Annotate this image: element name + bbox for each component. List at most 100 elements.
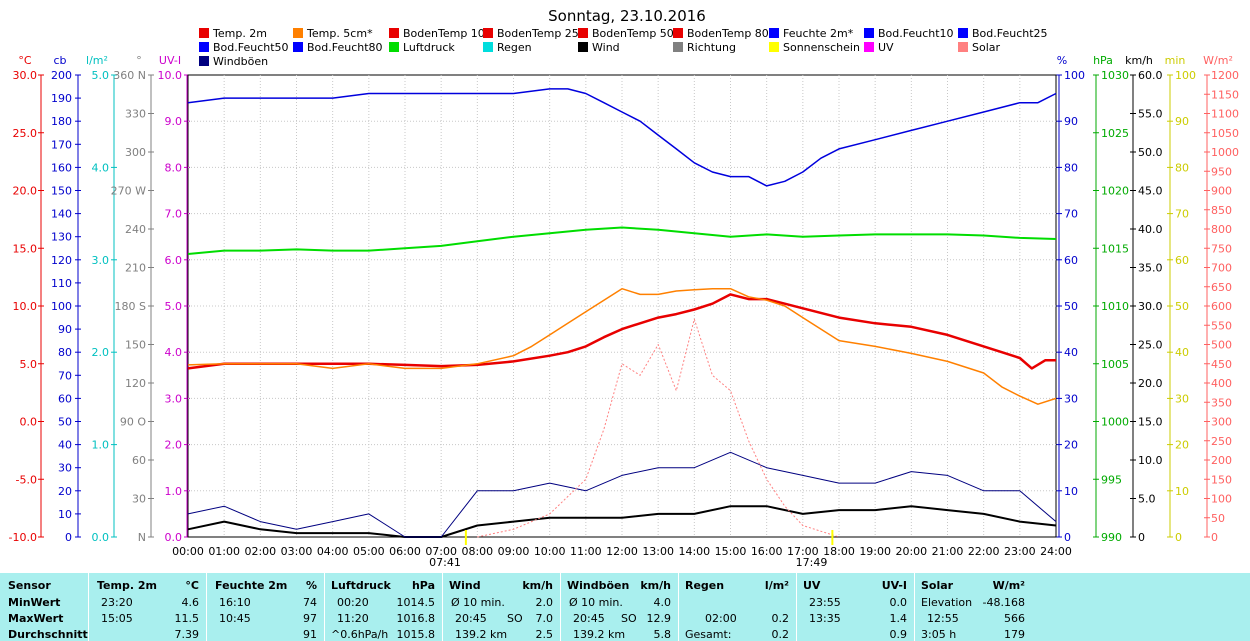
axis-tick-cb: 180 [51,115,72,128]
axis-tick-rain: 2.0 [92,346,110,359]
stats-max-time: 15:05 [101,612,133,625]
legend-swatch [199,56,209,66]
x-tick-label: 07:00 [425,545,457,558]
axis-tick-solar: 400 [1211,377,1232,390]
legend-label: Temp. 2m [212,27,267,40]
stats-col-wind: Wind km/h Ø 10 min. 2.0 20:45 SO 7.0 139… [442,573,561,641]
legend-label: BodenTemp 10 [403,27,485,40]
stats-col-regen: Regen l/m² 02:00 0.2 Gesamt: 0.2 [678,573,797,641]
axis-tick-sun: 40 [1175,346,1189,359]
axis-tick-dir: 180 S [115,300,146,313]
axis-tick-wind: 30.0 [1138,300,1163,313]
axis-tick-wind: 55.0 [1138,108,1163,121]
stats-min: 0.0 [889,596,908,609]
axis-tick-wind: 45.0 [1138,185,1163,198]
x-tick-label: 00:00 [172,545,204,558]
axis-tick-press: 1000 [1101,416,1129,429]
axis-tick-uv: 6.0 [165,254,183,267]
axis-tick-solar: 800 [1211,223,1232,236]
axis-tick-solar: 750 [1211,242,1232,255]
x-tick-label: 01:00 [208,545,240,558]
axis-tick-cb: 30 [58,462,72,475]
axis-tick-hum: 20 [1064,439,1078,452]
stats-min: 4.0 [653,596,672,609]
stats-avg: 0.9 [889,628,908,641]
axis-tick-wind: 40.0 [1138,223,1163,236]
legend-swatch [769,28,779,38]
stats-avg-label: 139.2 km [573,628,626,641]
stats-header: Luftdruck [331,579,391,592]
legend-label: Luftdruck [403,41,455,54]
stats-header: UV [803,579,821,592]
axis-tick-rain: 3.0 [92,254,110,267]
axis-unit-uv: UV-I [159,54,181,67]
x-tick-label: 16:00 [751,545,783,558]
axis-tick-uv: 10.0 [158,69,183,82]
axis-unit-hum: % [1057,54,1067,67]
axis-tick-wind: 5.0 [1138,493,1156,506]
stats-header: Regen [685,579,725,592]
axis-tick-solar: 850 [1211,204,1232,217]
stats-header: Wind [449,579,481,592]
axis-tick-rain: 5.0 [92,69,110,82]
x-tick-label: 05:00 [353,545,385,558]
legend-label: Bod.Feucht80 [307,41,383,54]
axis-tick-cb: 150 [51,185,72,198]
axis-unit-cb: cb [53,54,66,67]
stats-max-time: 13:35 [809,612,841,625]
stats-header: Solar [921,579,954,592]
stats-unit: hPa [411,579,435,592]
stats-min-time: 16:10 [219,596,251,609]
stats-col-temp2m: Temp. 2m °C 23:20 4.6 15:05 11.5 7.39 [88,573,207,641]
axis-tick-temp: -10.0 [9,531,37,544]
axis-tick-solar: 300 [1211,416,1232,429]
stats-min: -48.168 [982,596,1025,609]
axis-tick-dir: 330 [125,108,146,121]
axis-tick-solar: 900 [1211,185,1232,198]
stats-header: Feuchte 2m [215,579,288,592]
axis-tick-dir: 210 [125,262,146,275]
axis-tick-sun: 80 [1175,161,1189,174]
stats-max-dir: SO [621,612,637,625]
x-tick-label: 04:00 [317,545,349,558]
stats-avg-label: Gesamt: [685,628,732,641]
axis-tick-dir: 30 [132,493,146,506]
legend-label: Windböen [213,55,268,68]
stats-avg-label: 3:05 h [921,628,957,641]
x-tick-label: 18:00 [823,545,855,558]
legend-label: Richtung [687,41,736,54]
stats-max-time: 20:45 [455,612,487,625]
axis-tick-uv: 4.0 [165,346,183,359]
stats-min: 74 [303,596,317,609]
stats-max: 1.4 [889,612,908,625]
stats-avg: 1015.8 [396,628,436,641]
series-line-feuchte-2m- [187,88,1057,187]
stats-max-time: 20:45 [573,612,605,625]
stats-min-time: 23:20 [101,596,133,609]
axis-tick-wind: 20.0 [1138,377,1163,390]
legend-label: Bod.Feucht50 [213,41,289,54]
legend-swatch [483,28,493,38]
stats-max-time: 02:00 [705,612,737,625]
stats-min-time: 23:55 [809,596,841,609]
axis-tick-wind: 15.0 [1138,416,1163,429]
stats-min: 4.6 [181,596,200,609]
stats-min-label: Elevation [921,596,973,609]
weather-chart: Sonntag, 23.10.2016 Temp. 2m Temp. 5cm* Bo… [9,7,1239,569]
axis-tick-solar: 550 [1211,319,1232,332]
legend-label: BodenTemp 25 [497,27,579,40]
axis-tick-press: 1020 [1101,185,1129,198]
axis-unit-dir: ° [136,54,142,67]
x-tick-label: 02:00 [244,545,276,558]
axis-tick-solar: 650 [1211,281,1232,294]
stats-avg-label: ^0.6hPa/h [331,628,389,641]
sun-time-label: 07:41 [429,556,461,569]
axis-tick-temp: 15.0 [13,242,38,255]
x-tick-label: 11:00 [570,545,602,558]
stats-min-label: Ø 10 min. [451,596,505,609]
axis-unit-solar: W/m² [1203,54,1233,67]
stats-col-uv: UV UV-I 23:55 0.0 13:35 1.4 0.9 [796,573,915,641]
axis-tick-uv: 3.0 [165,392,183,405]
stats-min: 1014.5 [396,596,436,609]
legend-swatch [293,28,303,38]
